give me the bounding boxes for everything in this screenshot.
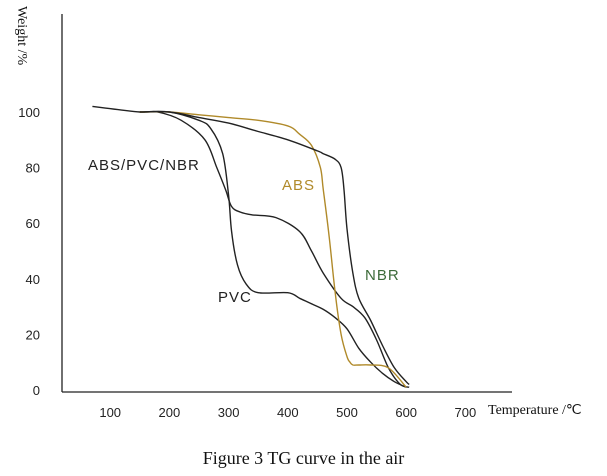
series-label-abs: ABS (282, 177, 315, 194)
y-tick-label: 100 (18, 105, 40, 120)
series-label-pvc: PVC (218, 289, 252, 306)
x-tick-label: 300 (218, 405, 240, 420)
x-tick-label: 700 (455, 405, 477, 420)
y-tick-label: 80 (26, 161, 40, 176)
series-line-nbr (139, 110, 410, 385)
axes (61, 14, 512, 393)
x-tick-label: 200 (159, 405, 181, 420)
y-tick-label: 20 (26, 327, 40, 342)
series-layer (92, 105, 410, 388)
x-tick-label: 100 (99, 405, 121, 420)
x-axis-title: Temperature /℃ (488, 403, 582, 418)
series-label-abs-pvc-nbr: ABS/PVC/NBR (88, 157, 200, 174)
tick-labels: 100 200 300 400 500 600 700 0 20 40 60 80 100 (18, 105, 476, 420)
y-axis-title: Weight /% (14, 6, 29, 65)
x-tick-label: 600 (395, 405, 417, 420)
y-tick-label: 0 (33, 383, 40, 398)
y-tick-label: 40 (26, 272, 40, 287)
y-tick-label: 60 (26, 216, 40, 231)
x-tick-label: 400 (277, 405, 299, 420)
x-tick-label: 500 (336, 405, 358, 420)
annotation-layer: ABS/PVC/NBR ABS NBR PVC (88, 157, 400, 306)
series-line-pvc (139, 110, 407, 388)
series-line-abs (139, 111, 407, 388)
series-line-abs-pvc-nbr (92, 105, 410, 388)
series-label-nbr: NBR (365, 267, 400, 284)
figure-caption: Figure 3 TG curve in the air (202, 448, 405, 468)
